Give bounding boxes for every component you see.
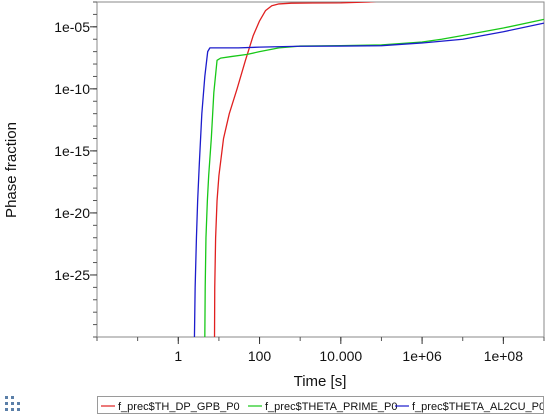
x-tick-label: 100 — [248, 348, 272, 364]
legend-label: f_prec$THETA_PRIME_P0 — [265, 401, 397, 413]
legend-label: f_prec$THETA_AL2CU_P0 — [412, 401, 543, 413]
series-line — [193, 22, 544, 337]
plot-area-frame — [96, 1, 545, 338]
y-tick-label: 1e-05 — [54, 19, 90, 35]
y-axis-ticks — [90, 1, 97, 338]
dots-grid-icon[interactable] — [3, 393, 25, 413]
y-tick-label: 1e-15 — [54, 143, 90, 159]
x-tick-label: 1e+08 — [484, 348, 524, 364]
series-lines — [193, 2, 544, 337]
series-line — [204, 18, 544, 337]
y-tick-label: 1e-20 — [54, 205, 90, 221]
x-tick-label: 10.000 — [319, 348, 362, 364]
legend-entry-theta-al2cu: f_prec$THETA_AL2CU_P0 — [395, 401, 545, 413]
y-tick-label: 1e-25 — [54, 267, 90, 283]
y-axis-title: Phase fraction — [3, 122, 20, 218]
x-axis-ticks — [96, 337, 545, 344]
x-tick-label: 1e+06 — [402, 348, 442, 364]
legend-entry-theta-prime: f_prec$THETA_PRIME_P0 — [248, 401, 397, 413]
y-axis-tick-labels: 1e-05 1e-10 1e-15 1e-20 1e-25 — [54, 19, 90, 283]
legend-entries: f_prec$TH_DP_GPB_P0 f_prec$THETA_PRIME_P… — [101, 401, 545, 413]
y-tick-label: 1e-10 — [54, 81, 90, 97]
x-axis-title: Time [s] — [294, 373, 347, 390]
legend-entry-gpb: f_prec$TH_DP_GPB_P0 — [101, 401, 240, 413]
x-axis-tick-labels: 1 100 10.000 1e+06 1e+08 — [174, 348, 523, 364]
phase-fraction-chart: 1e-05 1e-10 1e-15 1e-20 1e-25 1 100 10.0… — [3, 1, 545, 390]
series-line — [213, 2, 377, 337]
x-tick-label: 1 — [174, 348, 182, 364]
legend-label: f_prec$TH_DP_GPB_P0 — [118, 401, 240, 413]
legend: f_prec$TH_DP_GPB_P0 f_prec$THETA_PRIME_P… — [97, 396, 545, 414]
